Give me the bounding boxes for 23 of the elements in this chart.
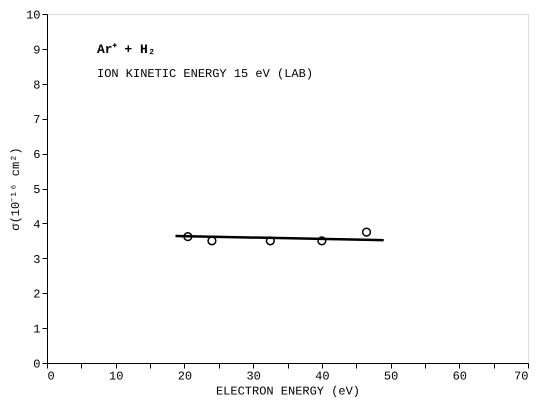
x-tick-label: 60 [452, 370, 467, 384]
x-tick-label: 70 [514, 370, 528, 384]
x-tick-label: 40 [315, 370, 330, 384]
x-tick-label: 50 [384, 370, 398, 384]
y-tick-label: 10 [26, 8, 40, 22]
y-tick-label: 0 [33, 358, 40, 372]
x-axis-title: ELECTRON ENERGY (eV) [216, 384, 360, 398]
annotation: ION KINETIC ENERGY 15 eV (LAB) [97, 67, 314, 81]
y-tick-label: 4 [33, 218, 40, 232]
annotation: Ar⁺ + H₂ [97, 42, 156, 57]
x-tick-label: 0 [48, 370, 55, 384]
x-tick-label: 10 [109, 370, 124, 384]
x-tick-label: 20 [178, 370, 192, 384]
y-tick-label: 7 [33, 113, 40, 128]
y-tick-label: 6 [33, 148, 40, 162]
y-tick-label: 3 [33, 252, 40, 267]
x-tick-label: 30 [246, 370, 261, 384]
y-axis-title: σ(10⁻¹⁶ cm²) [9, 147, 24, 231]
y-tick-label: 2 [33, 288, 40, 302]
y-tick-label: 1 [33, 322, 40, 337]
y-tick-label: 9 [33, 43, 40, 58]
y-tick-label: 8 [33, 78, 40, 92]
y-tick-label: 5 [33, 183, 40, 197]
